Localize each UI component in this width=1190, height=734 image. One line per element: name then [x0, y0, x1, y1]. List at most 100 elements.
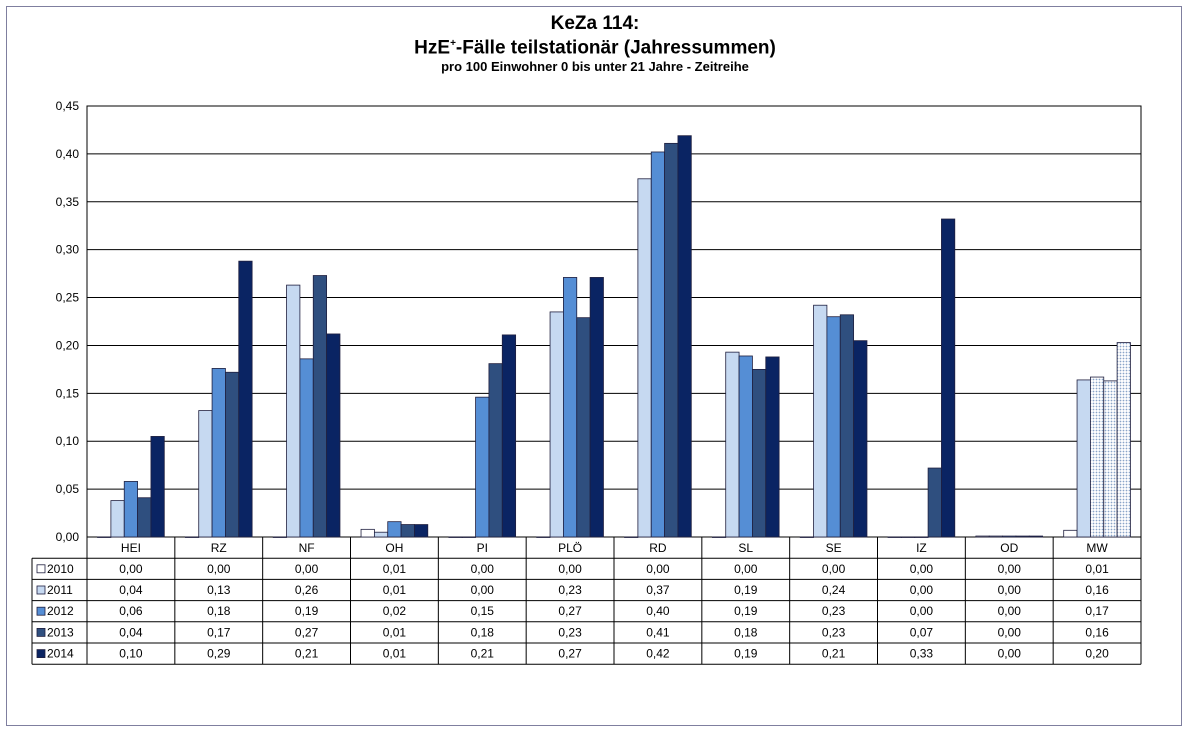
data-label: 0,19	[734, 604, 758, 618]
bar-MW-2014	[1116, 342, 1131, 538]
y-tick-label: 0,10	[56, 434, 80, 448]
data-label: 0,15	[471, 604, 495, 618]
bar-SL-2010	[711, 536, 727, 538]
bar-HEI-2014	[150, 436, 165, 538]
y-tick-label: 0,25	[56, 291, 80, 305]
data-label: 0,26	[295, 583, 319, 597]
data-label: 0,17	[207, 625, 231, 639]
bar-SL-2011	[725, 351, 740, 538]
bar-OH-2014	[414, 524, 429, 538]
data-label: 0,23	[558, 625, 582, 639]
bar-RZ-2013	[225, 371, 240, 538]
data-label: 0,00	[910, 583, 934, 597]
bar-HEI-2011	[110, 500, 125, 538]
bar-RD-2011	[637, 178, 652, 538]
data-label: 0,01	[383, 647, 407, 661]
x-tick-label: RZ	[211, 541, 227, 555]
data-label: 0,01	[1085, 562, 1109, 576]
data-label: 0,29	[207, 647, 231, 661]
x-tick-label: SE	[826, 541, 842, 555]
data-label: 0,37	[646, 583, 670, 597]
y-tick-label: 0,30	[56, 243, 80, 257]
bar-PI-2010	[448, 536, 463, 538]
bar-PI-2011	[461, 536, 476, 538]
bar-SL-2013	[752, 368, 767, 538]
x-tick-label: OD	[1000, 541, 1018, 555]
data-label: 0,41	[646, 625, 670, 639]
data-label: 0,07	[910, 625, 934, 639]
data-label: 0,19	[734, 647, 758, 661]
bar-RD-2013	[664, 142, 679, 538]
bar-IZ-2010	[887, 536, 902, 538]
data-label: 0,04	[119, 625, 143, 639]
y-tick-label: 0,40	[56, 147, 80, 161]
data-label: 0,19	[734, 583, 758, 597]
series-name: 2013	[47, 625, 74, 639]
bar-MW-2013	[1103, 380, 1118, 538]
data-label: 0,13	[207, 583, 231, 597]
bar-PLÖ-2011	[549, 311, 564, 538]
data-label: 0,24	[822, 583, 846, 597]
bar-OD-2013	[1015, 535, 1030, 538]
bar-OH-2010	[360, 528, 375, 538]
data-label: 0,10	[119, 647, 143, 661]
bar-NF-2014	[326, 333, 341, 538]
x-tick-label: IZ	[916, 541, 927, 555]
bar-PLÖ-2012	[563, 277, 578, 538]
chart-subtitle: HzE+-Fälle teilstationär (Jahressummen)	[0, 34, 1190, 58]
bar-IZ-2013	[927, 467, 942, 538]
x-tick-label: HEI	[121, 541, 141, 555]
x-tick-label: NF	[299, 541, 315, 555]
data-label: 0,21	[295, 647, 319, 661]
data-label: 0,00	[646, 562, 670, 576]
chart-subtitle-rest: -Fälle teilstationär (Jahressummen)	[455, 37, 776, 59]
x-tick-label: PI	[477, 541, 488, 555]
bar-OH-2013	[400, 524, 415, 538]
bar-IZ-2011	[900, 536, 916, 538]
bar-RZ-2012	[211, 368, 226, 538]
x-tick-label: RD	[649, 541, 667, 555]
data-label: 0,00	[910, 562, 934, 576]
data-label: 0,02	[383, 604, 407, 618]
y-tick-label: 0,05	[56, 482, 80, 496]
x-tick-label: PLÖ	[558, 541, 582, 555]
data-label: 0,00	[998, 647, 1022, 661]
legend-key-2012	[36, 606, 46, 616]
bar-MW-2010	[1063, 529, 1078, 538]
y-tick-label: 0,20	[56, 338, 80, 352]
bar-PLÖ-2014	[589, 277, 604, 538]
bar-SE-2012	[826, 316, 841, 538]
bar-RZ-2011	[198, 410, 213, 538]
bar-NF-2010	[272, 536, 287, 538]
data-label: 0,33	[910, 647, 934, 661]
series-name: 2014	[47, 647, 74, 661]
bar-SL-2012	[738, 355, 753, 538]
data-label: 0,06	[119, 604, 143, 618]
data-label: 0,00	[822, 562, 846, 576]
legend-key-2014	[36, 649, 46, 658]
data-label: 0,00	[471, 583, 495, 597]
bar-PI-2012	[475, 396, 490, 538]
bar-OD-2012	[1002, 535, 1017, 538]
bar-PLÖ-2013	[576, 317, 591, 538]
data-label: 0,21	[471, 647, 495, 661]
data-label: 0,00	[998, 583, 1022, 597]
data-label: 0,00	[119, 562, 143, 576]
bar-RZ-2010	[184, 536, 200, 538]
bar-SE-2014	[853, 340, 868, 538]
data-label: 0,17	[1085, 604, 1109, 618]
data-label: 0,01	[383, 583, 407, 597]
chart-subtitle-2: pro 100 Einwohner 0 bis unter 21 Jahre -…	[441, 59, 749, 75]
bar-IZ-2014	[941, 218, 956, 538]
data-label: 0,21	[822, 647, 846, 661]
data-label: 0,00	[471, 562, 495, 576]
bar-RD-2012	[650, 151, 665, 538]
x-tick-label: SL	[738, 541, 753, 555]
bar-HEI-2013	[137, 497, 152, 538]
chart-titles: KeZa 114: HzE+-Fälle teilstationär (Jahr…	[0, 14, 1190, 76]
bar-OH-2012	[387, 521, 402, 538]
bar-PI-2013	[488, 363, 503, 538]
bar-HEI-2012	[123, 481, 138, 538]
bar-OD-2011	[988, 535, 1003, 538]
